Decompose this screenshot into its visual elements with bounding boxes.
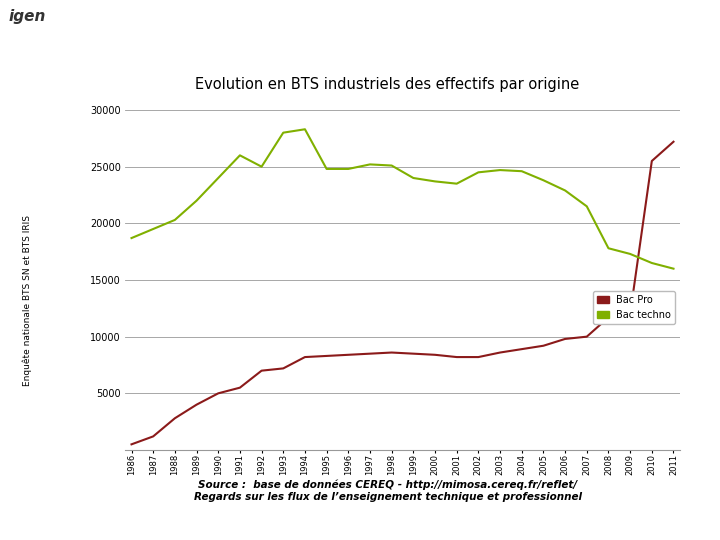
Text: igen: igen — [9, 9, 45, 24]
Text: Enquête nationale BTS SN et BTS IRIS: Enquête nationale BTS SN et BTS IRIS — [23, 214, 32, 386]
FancyBboxPatch shape — [0, 0, 55, 60]
Text: Séminaire national: Séminaire national — [86, 21, 262, 39]
Text: BTS SYSTÈMES NUMÉRIQUES: BTS SYSTÈMES NUMÉRIQUES — [292, 21, 585, 39]
Legend: Bac Pro, Bac techno: Bac Pro, Bac techno — [593, 291, 675, 323]
Text: Evolution en BTS industriels des effectifs par origine: Evolution en BTS industriels des effecti… — [195, 78, 580, 92]
Text: Source :  base de données CEREQ - http://mimosa.cereq.fr/reflet/
Regards sur les: Source : base de données CEREQ - http://… — [194, 480, 582, 502]
